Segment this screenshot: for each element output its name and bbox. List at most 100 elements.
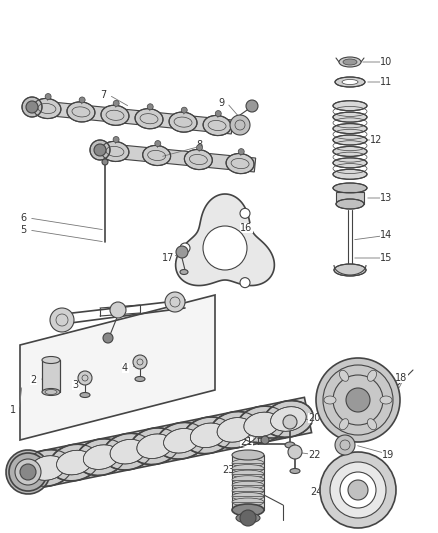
Circle shape [261, 436, 269, 444]
Circle shape [78, 371, 92, 385]
Ellipse shape [290, 469, 300, 473]
Ellipse shape [333, 158, 367, 168]
Ellipse shape [57, 450, 92, 475]
Circle shape [50, 308, 74, 332]
Text: 10: 10 [380, 57, 392, 67]
Text: 13: 13 [380, 193, 392, 203]
Text: 18: 18 [395, 373, 407, 383]
Text: 20: 20 [308, 413, 320, 423]
Ellipse shape [232, 450, 264, 460]
Ellipse shape [236, 513, 260, 523]
Ellipse shape [90, 140, 110, 160]
Circle shape [102, 159, 108, 165]
Ellipse shape [232, 481, 264, 489]
Ellipse shape [203, 116, 231, 135]
Ellipse shape [184, 417, 233, 454]
Circle shape [340, 472, 376, 508]
Bar [336, 192, 364, 204]
Polygon shape [31, 100, 233, 134]
Ellipse shape [103, 433, 152, 470]
Ellipse shape [226, 154, 254, 174]
Ellipse shape [15, 459, 41, 485]
Circle shape [147, 104, 153, 110]
Circle shape [176, 246, 188, 258]
Ellipse shape [191, 423, 226, 448]
Polygon shape [25, 398, 311, 490]
Circle shape [230, 115, 250, 135]
Ellipse shape [42, 389, 60, 395]
Ellipse shape [339, 419, 349, 430]
Text: 14: 14 [380, 230, 392, 240]
Text: 19: 19 [382, 450, 394, 460]
Ellipse shape [130, 428, 180, 465]
Text: 5: 5 [20, 225, 26, 235]
Ellipse shape [232, 492, 264, 500]
Ellipse shape [232, 470, 264, 478]
Circle shape [240, 208, 250, 219]
Ellipse shape [210, 411, 260, 448]
Ellipse shape [22, 97, 42, 117]
Circle shape [335, 435, 355, 455]
Ellipse shape [232, 487, 264, 495]
Text: 24: 24 [310, 487, 322, 497]
Ellipse shape [336, 199, 364, 209]
Ellipse shape [163, 429, 199, 453]
Ellipse shape [285, 442, 295, 448]
Ellipse shape [184, 149, 212, 169]
Ellipse shape [83, 445, 119, 470]
Ellipse shape [135, 109, 163, 129]
Ellipse shape [339, 57, 361, 67]
Circle shape [181, 107, 187, 113]
Polygon shape [99, 143, 256, 172]
Ellipse shape [93, 143, 107, 157]
Ellipse shape [333, 124, 367, 134]
Ellipse shape [217, 417, 253, 442]
Ellipse shape [342, 79, 358, 85]
Ellipse shape [42, 357, 60, 364]
Circle shape [246, 100, 258, 112]
Text: 23: 23 [222, 465, 234, 475]
Circle shape [316, 358, 400, 442]
Ellipse shape [333, 183, 367, 193]
Circle shape [103, 333, 113, 343]
Ellipse shape [33, 99, 61, 118]
Circle shape [165, 292, 185, 312]
Ellipse shape [333, 135, 367, 145]
Ellipse shape [333, 169, 367, 179]
Text: 2: 2 [30, 375, 36, 385]
Ellipse shape [343, 59, 357, 65]
Ellipse shape [367, 370, 377, 381]
Circle shape [288, 445, 302, 459]
Ellipse shape [76, 439, 126, 475]
Ellipse shape [232, 465, 264, 473]
Ellipse shape [333, 112, 367, 122]
Circle shape [180, 243, 190, 253]
Ellipse shape [232, 504, 264, 516]
Circle shape [346, 388, 370, 412]
Circle shape [238, 149, 244, 155]
Bar [42, 360, 60, 392]
Ellipse shape [335, 77, 365, 87]
Ellipse shape [232, 498, 264, 506]
Text: 12: 12 [370, 135, 382, 145]
Text: 3: 3 [72, 380, 78, 390]
Text: 6: 6 [20, 213, 26, 223]
Text: 1: 1 [10, 405, 16, 415]
Ellipse shape [244, 412, 279, 437]
Ellipse shape [333, 101, 367, 111]
Ellipse shape [23, 450, 72, 486]
Ellipse shape [367, 419, 377, 430]
Text: 22: 22 [308, 450, 321, 460]
Circle shape [240, 278, 250, 288]
Text: 15: 15 [380, 253, 392, 263]
Ellipse shape [143, 146, 171, 166]
Ellipse shape [333, 147, 367, 156]
Circle shape [330, 462, 386, 518]
Circle shape [110, 302, 126, 318]
Circle shape [45, 94, 51, 100]
Text: 17: 17 [162, 253, 174, 263]
Polygon shape [176, 194, 274, 286]
Circle shape [203, 226, 247, 270]
Ellipse shape [6, 450, 50, 494]
Ellipse shape [80, 392, 90, 398]
